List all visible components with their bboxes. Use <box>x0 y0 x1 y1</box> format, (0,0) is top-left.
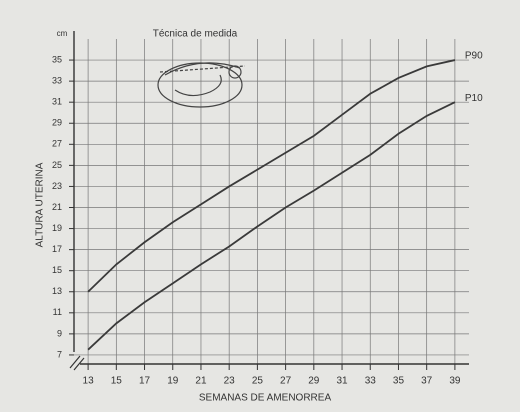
series-label: P90 <box>465 51 483 62</box>
chart: Técnica de medida cm ALTURA UTERINA SEMA… <box>0 0 520 412</box>
x-tick-label: 39 <box>449 376 461 387</box>
x-tick-label: 31 <box>336 376 348 387</box>
y-tick-label: 29 <box>52 118 62 128</box>
y-tick-label: 7 <box>57 349 62 359</box>
background <box>0 0 520 412</box>
y-tick-label: 23 <box>52 181 62 191</box>
x-tick-label: 23 <box>224 376 236 387</box>
y-unit: cm <box>57 29 68 38</box>
y-tick-label: 11 <box>53 307 62 317</box>
x-tick-label: 13 <box>83 376 95 387</box>
x-tick-label: 27 <box>280 376 292 387</box>
series-label: P10 <box>465 93 483 104</box>
x-tick-label: 37 <box>421 376 433 387</box>
y-tick-label: 19 <box>52 223 62 233</box>
y-tick-label: 27 <box>52 139 62 149</box>
x-tick-label: 15 <box>111 376 123 387</box>
y-tick-label: 15 <box>52 265 62 275</box>
x-tick-label: 33 <box>365 376 377 387</box>
y-tick-label: 25 <box>52 160 62 170</box>
y-tick-label: 13 <box>52 286 62 296</box>
y-tick-label: 31 <box>52 97 62 107</box>
y-tick-label: 9 <box>57 328 62 338</box>
x-tick-label: 21 <box>195 376 207 387</box>
x-tick-label: 35 <box>393 376 405 387</box>
y-tick-label: 17 <box>52 244 62 254</box>
chart-title: Técnica de medida <box>153 29 238 40</box>
y-axis-label: ALTURA UTERINA <box>35 162 46 247</box>
y-tick-label: 35 <box>52 54 62 64</box>
x-tick-label: 19 <box>167 376 179 387</box>
x-tick-label: 29 <box>308 376 320 387</box>
x-tick-label: 25 <box>252 376 264 387</box>
y-tick-label: 33 <box>52 76 62 86</box>
y-tick-label: 21 <box>52 202 62 212</box>
x-axis-label: SEMANAS DE AMENORREA <box>199 393 332 404</box>
x-tick-label: 17 <box>139 376 151 387</box>
